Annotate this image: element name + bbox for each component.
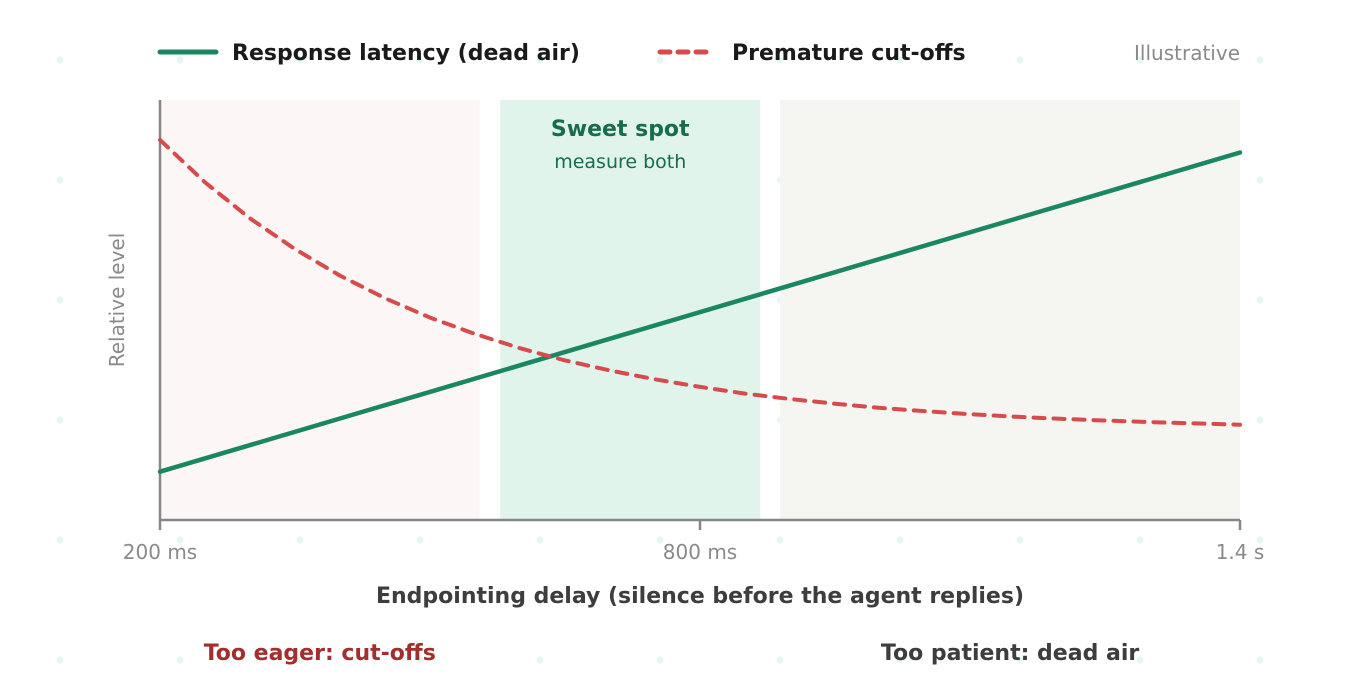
y-axis-title: Relative level <box>105 233 129 368</box>
background-dot <box>896 56 904 64</box>
zones <box>160 100 1240 520</box>
background-dot <box>1016 56 1024 64</box>
background-dot <box>776 536 784 544</box>
background-dot <box>296 536 304 544</box>
background-dot <box>776 56 784 64</box>
background-dot <box>1256 656 1264 664</box>
background-dot <box>296 656 304 664</box>
background-dot <box>56 656 64 664</box>
axes <box>158 100 1242 530</box>
series-line-0 <box>157 150 1243 474</box>
background-dot <box>56 296 64 304</box>
labels: Too eager: cut-offs Sweet spot measure bot… <box>105 41 1264 666</box>
zone-sweet-spot <box>500 100 761 520</box>
background-dot <box>1256 56 1264 64</box>
background-dot <box>176 56 184 64</box>
zone-subtitle-sweet-spot: measure both <box>554 151 686 173</box>
background-dot <box>56 416 64 424</box>
background-dot <box>1256 176 1264 184</box>
zone-too-patient <box>780 100 1240 520</box>
zone-too-eager <box>160 100 480 520</box>
background-dot <box>536 536 544 544</box>
background-dot <box>416 56 424 64</box>
background-dot <box>1256 296 1264 304</box>
background-dot <box>1136 656 1144 664</box>
background-dot <box>56 56 64 64</box>
background-dot <box>56 536 64 544</box>
background-dot <box>176 536 184 544</box>
background-dot <box>536 656 544 664</box>
background-dot <box>536 56 544 64</box>
background-dot <box>1136 536 1144 544</box>
x-tick-label: 200 ms <box>123 540 197 564</box>
background-dot <box>656 56 664 64</box>
zone-title-sweet-spot: Sweet spot <box>551 117 690 142</box>
zone-caption-too-patient: Too patient: dead air <box>881 641 1139 666</box>
x-tick-label: 1.4 s <box>1216 540 1265 564</box>
legend-label-1: Premature cut-offs <box>732 41 966 66</box>
illustrative-note: Illustrative <box>1134 41 1240 65</box>
background-dot <box>1136 56 1144 64</box>
background-dot <box>896 656 904 664</box>
background-dot <box>176 656 184 664</box>
background-dot <box>1256 536 1264 544</box>
background-dot <box>1256 416 1264 424</box>
x-axis-title: Endpointing delay (silence before the ag… <box>376 584 1024 609</box>
legend: Response latency (dead air) Premature cut… <box>157 41 966 66</box>
zone-caption-too-eager: Too eager: cut-offs <box>204 641 436 666</box>
background-dot <box>656 656 664 664</box>
background-dot <box>896 536 904 544</box>
background-dot <box>56 176 64 184</box>
legend-label-0: Response latency (dead air) <box>232 41 580 66</box>
background-dot <box>416 656 424 664</box>
x-tick-label: 800 ms <box>663 540 737 564</box>
background-dot <box>296 56 304 64</box>
background-dot <box>776 656 784 664</box>
background-dot <box>656 536 664 544</box>
series-line-1 <box>158 137 1242 427</box>
background-dot <box>416 536 424 544</box>
background-dot <box>1016 656 1024 664</box>
series-layer <box>157 137 1243 474</box>
background-dot <box>1016 536 1024 544</box>
